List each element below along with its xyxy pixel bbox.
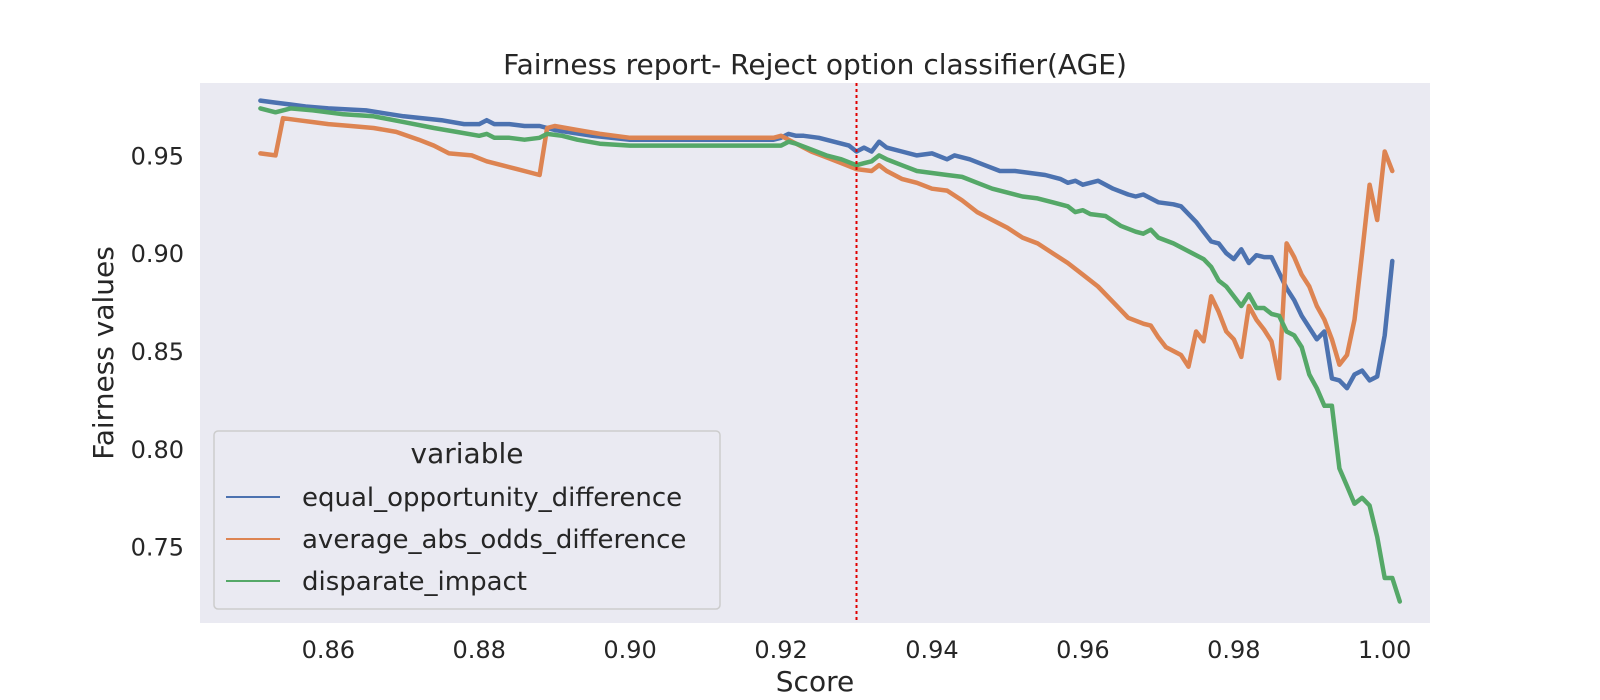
legend-label: equal_opportunity_difference — [302, 483, 682, 513]
x-tick-label: 0.88 — [452, 636, 505, 664]
x-tick-label: 0.98 — [1207, 636, 1260, 664]
legend: variable equal_opportunity_differenceave… — [213, 430, 721, 610]
y-tick-label: 0.90 — [131, 240, 184, 268]
x-tick-labels: 0.86 0.88 0.90 0.92 0.94 0.96 0.98 1.00 — [302, 636, 1412, 664]
y-tick-label: 0.75 — [131, 534, 184, 562]
legend-label: average_abs_odds_difference — [302, 525, 686, 555]
legend-title: variable — [411, 437, 524, 470]
legend-box — [213, 430, 721, 610]
y-tick-label: 0.85 — [131, 338, 184, 366]
y-tick-labels: 0.75 0.80 0.85 0.90 0.95 — [131, 142, 184, 561]
y-axis-label: Fairness values — [87, 246, 120, 460]
y-tick-label: 0.80 — [131, 436, 184, 464]
y-tick-label: 0.95 — [131, 142, 184, 170]
legend-items: equal_opportunity_difference average_abs_… — [226, 483, 686, 597]
x-tick-label: 0.86 — [302, 636, 355, 664]
series-line-equal-opportunity-difference — [258, 98, 1395, 391]
x-tick-label: 0.94 — [905, 636, 958, 664]
x-axis-label: Score — [776, 665, 854, 698]
x-tick-label: 1.00 — [1358, 636, 1411, 664]
legend-label: disparate_impact — [302, 567, 527, 597]
series-line-average-abs-odds-difference — [258, 115, 1395, 381]
series-line-disparate-impact — [258, 106, 1403, 604]
x-tick-label: 0.90 — [603, 636, 656, 664]
chart-title: Fairness report- Reject option classifie… — [503, 48, 1127, 81]
x-tick-label: 0.96 — [1056, 636, 1109, 664]
x-tick-label: 0.92 — [754, 636, 807, 664]
series-lines — [258, 98, 1403, 604]
